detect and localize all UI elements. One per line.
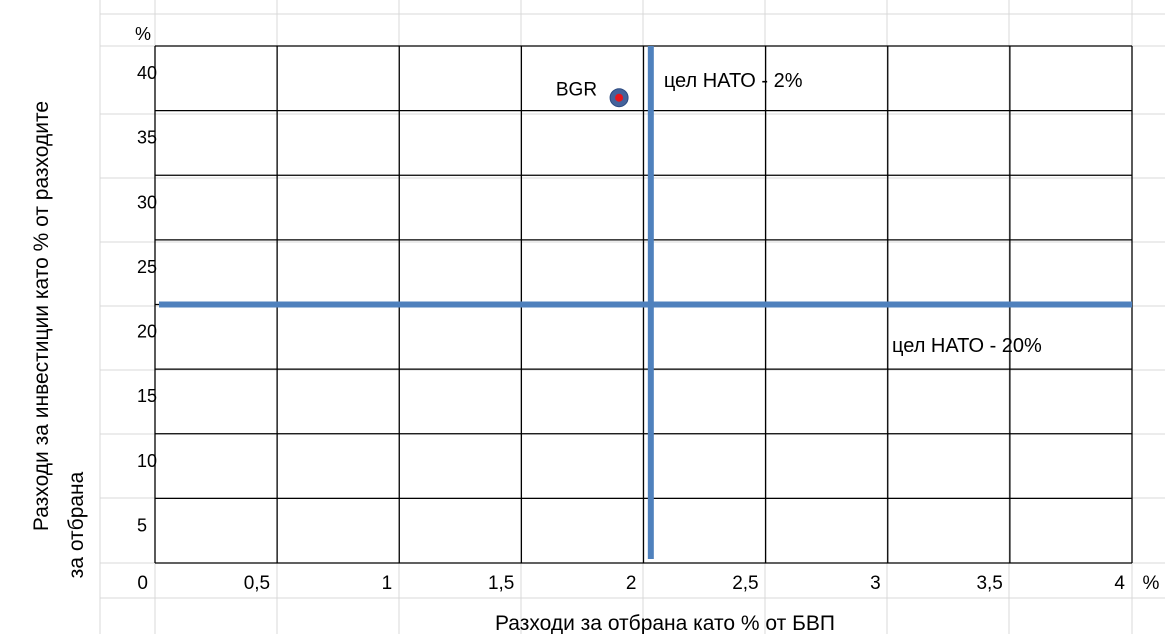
nato-20-percent-label: цел НАТО - 20% bbox=[892, 335, 1042, 357]
y-tick-label: 35 bbox=[137, 128, 157, 148]
y-axis-title-line-1: Разходи за инвестиции като % от разходит… bbox=[30, 101, 53, 531]
data-points bbox=[609, 88, 629, 108]
y-tick-label: 20 bbox=[137, 322, 157, 342]
x-tick-label: 4 bbox=[1114, 573, 1125, 594]
x-tick-label: 2,5 bbox=[732, 573, 758, 594]
y-axis-title-line-2: за отбрана bbox=[65, 471, 88, 578]
y-tick-label: 25 bbox=[137, 257, 157, 277]
y-tick-label: 15 bbox=[137, 386, 157, 406]
labels: % % Разходи за отбрана като % от БВП Раз… bbox=[30, 24, 1160, 634]
point-marker-bgr-center bbox=[615, 93, 624, 102]
y-tick-label: 10 bbox=[137, 451, 157, 471]
x-tick-label: 3,5 bbox=[976, 573, 1002, 594]
x-axis-title: Разходи за отбрана като % от БВП bbox=[495, 612, 835, 634]
y-tick-label: 30 bbox=[137, 192, 157, 212]
y-tick-label: 40 bbox=[137, 63, 157, 83]
x-tick-label: 2 bbox=[626, 573, 637, 594]
nato-2-percent-label: цел НАТО - 2% bbox=[664, 70, 803, 92]
point-label-bgr: BGR bbox=[556, 80, 597, 101]
y-tick-label: 5 bbox=[137, 515, 147, 535]
background-cell-grid bbox=[99, 0, 1165, 634]
x-tick-label: 1 bbox=[382, 573, 393, 594]
x-unit-label: % bbox=[1143, 573, 1160, 594]
x-tick-label: 3 bbox=[870, 573, 881, 594]
reference-lines bbox=[159, 46, 1132, 559]
y-unit-label: % bbox=[135, 24, 151, 44]
x-tick-label: 1,5 bbox=[488, 573, 514, 594]
x-tick-label: 0,5 bbox=[244, 573, 270, 594]
x-tick-label: 0 bbox=[137, 573, 148, 594]
